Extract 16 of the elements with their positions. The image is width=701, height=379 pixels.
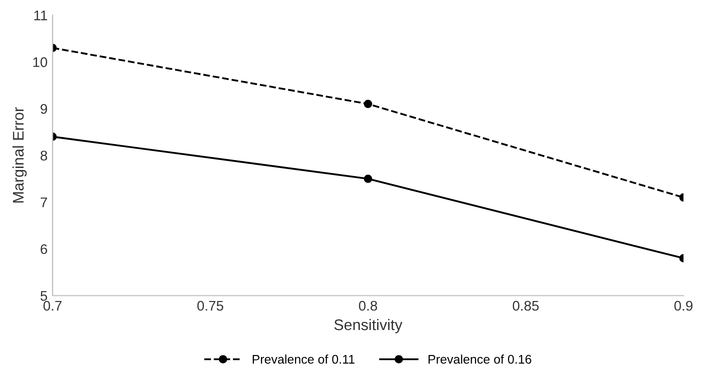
y-tick-label: 11: [34, 10, 48, 20]
x-tick-label: 0.8: [358, 300, 378, 311]
y-axis-title: Marginal Error: [12, 107, 27, 203]
x-tick-label: 0.85: [512, 300, 539, 311]
y-tick-label: 9: [40, 104, 48, 114]
y-tick-label: 7: [40, 198, 48, 208]
legend-label: Prevalence of 0.16: [428, 354, 532, 364]
y-tick-label: 5: [40, 291, 48, 301]
x-tick-label: 0.9: [674, 300, 692, 311]
x-tick-label: 0.75: [197, 300, 224, 311]
x-tick-label: 0.7: [43, 300, 62, 311]
legend-label: Prevalence of 0.11: [252, 354, 354, 364]
x-axis-title: Sensitivity: [334, 318, 402, 334]
y-tick-label: 10: [33, 57, 48, 68]
y-tick-label: 6: [40, 244, 48, 254]
y-tick-label: 8: [40, 150, 48, 161]
